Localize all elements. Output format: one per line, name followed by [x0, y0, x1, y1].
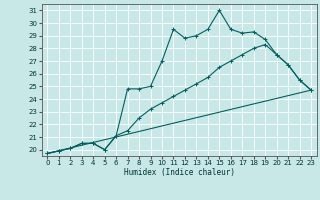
X-axis label: Humidex (Indice chaleur): Humidex (Indice chaleur) — [124, 168, 235, 177]
